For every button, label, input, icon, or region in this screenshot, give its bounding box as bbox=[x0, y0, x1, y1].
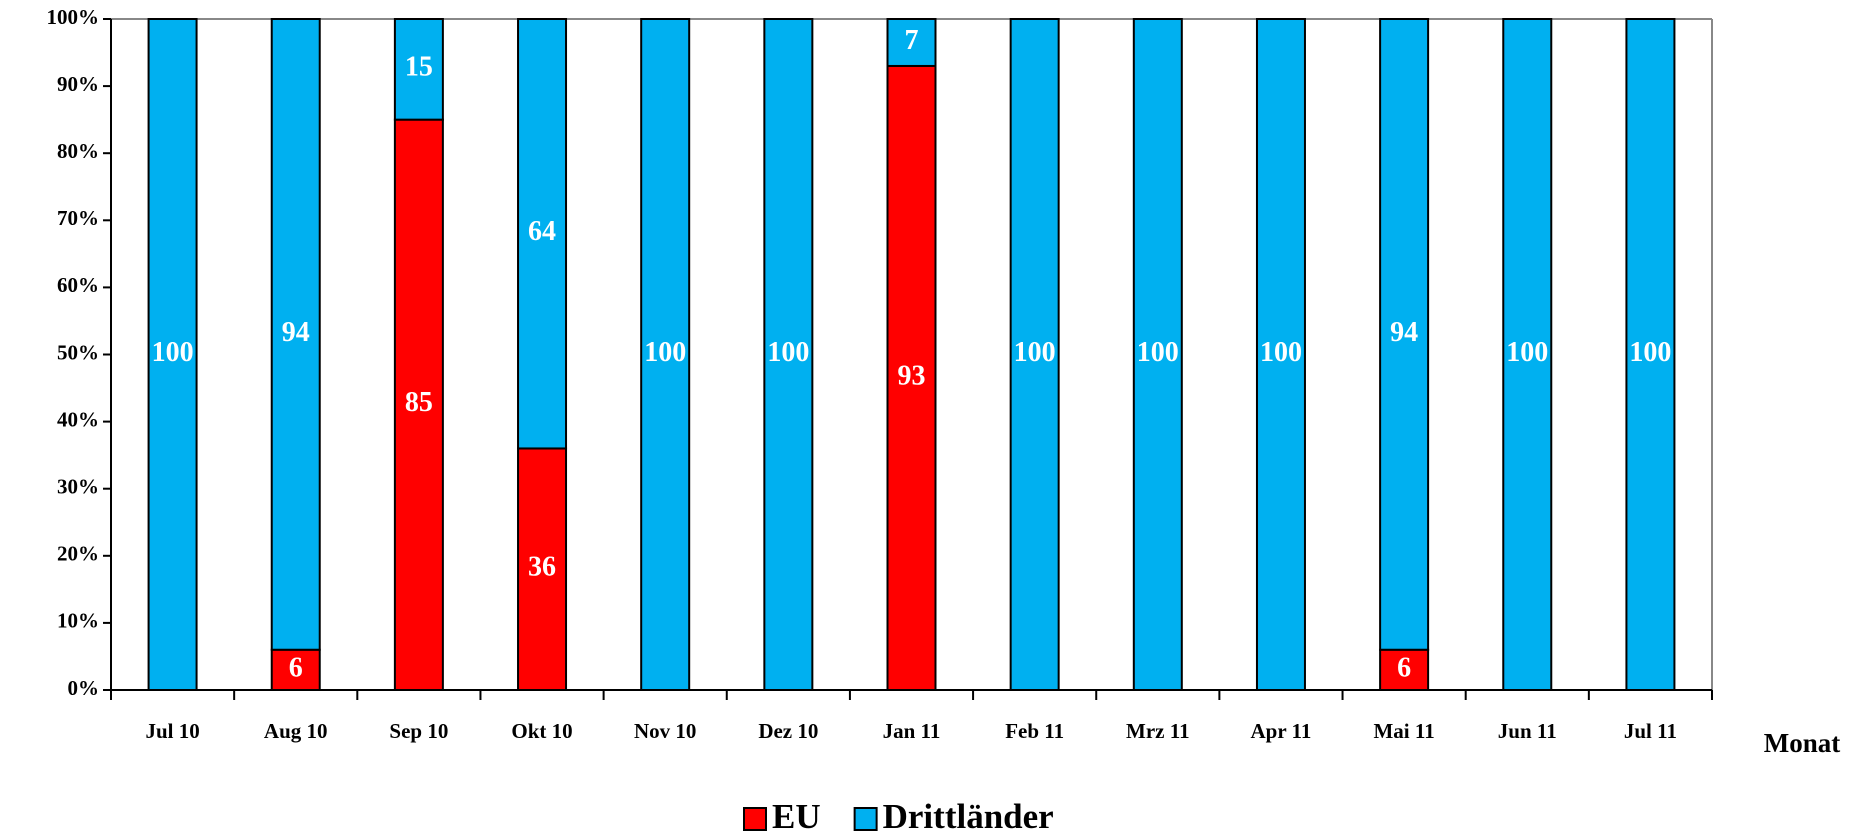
bar-segment bbox=[1132, 18, 1183, 691]
data-label: 100 bbox=[1014, 337, 1056, 368]
data-label: 6 bbox=[1397, 652, 1411, 683]
y-tick-label: 30% bbox=[57, 475, 99, 499]
bar-segment bbox=[517, 18, 568, 450]
data-label: 94 bbox=[1390, 317, 1418, 348]
x-tick-label: Jul 10 bbox=[145, 719, 199, 743]
data-label: 100 bbox=[767, 337, 809, 368]
y-tick-label: 60% bbox=[57, 273, 99, 297]
bar-segment bbox=[1625, 18, 1676, 691]
x-tick-label: Jul 11 bbox=[1624, 719, 1677, 743]
bar-segment bbox=[640, 18, 691, 691]
bar-segment bbox=[1255, 18, 1306, 691]
bar-segment bbox=[147, 18, 198, 691]
bar-segment bbox=[393, 18, 444, 121]
bar-segment bbox=[270, 18, 321, 651]
bar-segment bbox=[886, 18, 937, 67]
y-tick-label: 90% bbox=[57, 72, 99, 96]
data-label: 93 bbox=[898, 360, 926, 391]
y-tick-label: 100% bbox=[47, 5, 100, 29]
data-label: 100 bbox=[644, 337, 686, 368]
y-tick-label: 80% bbox=[57, 139, 99, 163]
x-tick-label: Dez 10 bbox=[758, 719, 818, 743]
x-tick-label: Jun 11 bbox=[1498, 719, 1557, 743]
x-tick-label: Feb 11 bbox=[1005, 719, 1064, 743]
bar-segment bbox=[763, 18, 814, 691]
data-label: 100 bbox=[1629, 337, 1671, 368]
legend-swatch bbox=[853, 807, 878, 831]
data-label: 100 bbox=[152, 337, 194, 368]
bar-segment bbox=[1502, 18, 1553, 691]
y-tick-label: 70% bbox=[57, 206, 99, 230]
data-label: 94 bbox=[282, 317, 310, 348]
legend-label: Drittländer bbox=[883, 797, 1054, 835]
data-label: 64 bbox=[528, 216, 556, 247]
data-label: 6 bbox=[289, 652, 303, 683]
x-tick-label: Aug 10 bbox=[264, 719, 328, 743]
data-label: 36 bbox=[528, 552, 556, 583]
x-axis-label: Monat bbox=[1764, 728, 1841, 758]
data-label: 85 bbox=[405, 387, 433, 418]
x-tick-label: Apr 11 bbox=[1251, 719, 1312, 743]
x-tick-label: Jan 11 bbox=[883, 719, 941, 743]
data-label: 100 bbox=[1506, 337, 1548, 368]
data-label: 100 bbox=[1260, 337, 1302, 368]
x-tick-label: Okt 10 bbox=[511, 719, 572, 743]
y-tick-label: 10% bbox=[57, 609, 99, 633]
legend-swatch bbox=[743, 807, 767, 831]
x-tick-label: Mrz 11 bbox=[1126, 719, 1190, 743]
y-tick-label: 0% bbox=[68, 676, 100, 700]
data-label: 15 bbox=[405, 52, 433, 83]
legend-label: EU bbox=[772, 797, 821, 835]
y-tick-label: 40% bbox=[57, 407, 99, 431]
x-tick-label: Nov 10 bbox=[634, 719, 696, 743]
x-tick-label: Sep 10 bbox=[389, 719, 448, 743]
x-tick-label: Mai 11 bbox=[1373, 719, 1434, 743]
data-label: 100 bbox=[1137, 337, 1179, 368]
y-tick-label: 50% bbox=[57, 340, 99, 364]
bar-segment bbox=[1379, 18, 1430, 651]
data-label: 7 bbox=[905, 25, 919, 56]
y-tick-label: 20% bbox=[57, 542, 99, 566]
